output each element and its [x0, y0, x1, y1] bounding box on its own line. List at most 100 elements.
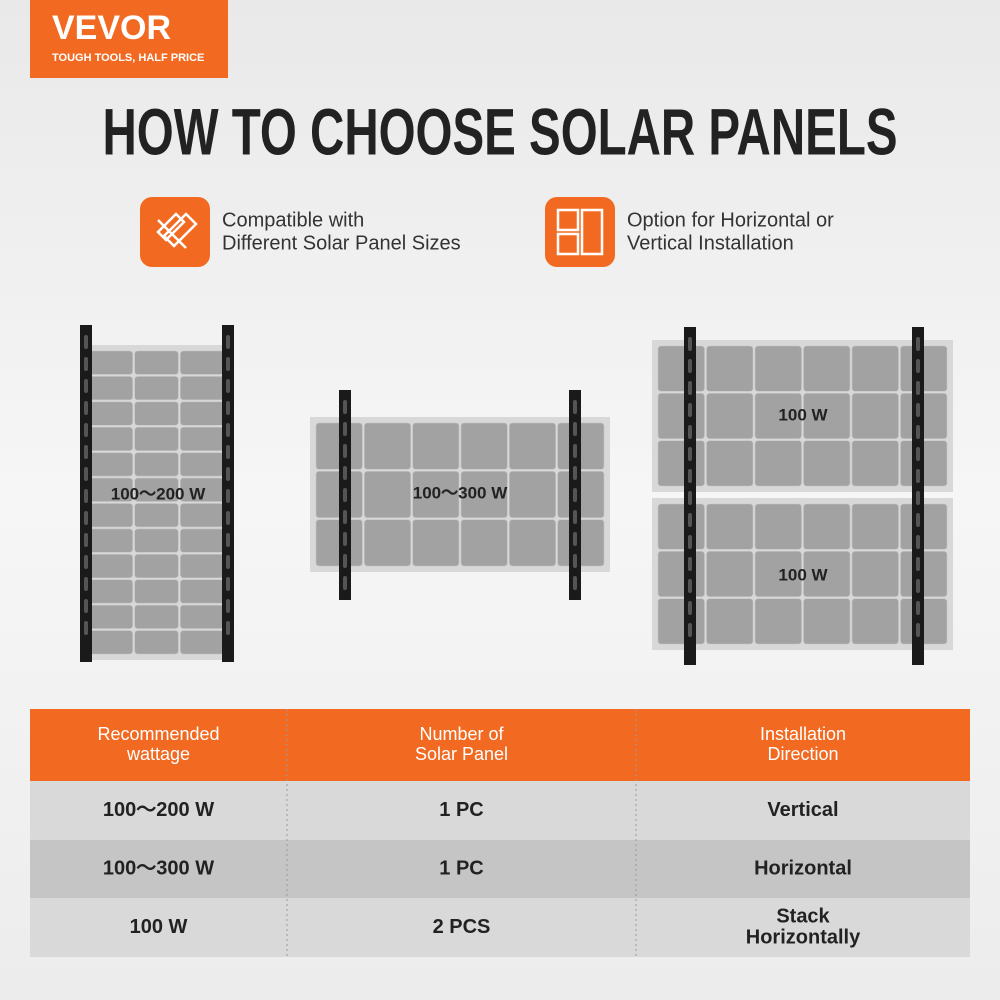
solar-cell — [88, 630, 133, 655]
rail-slot — [84, 467, 88, 481]
rail-slot — [688, 579, 692, 593]
solar-cell — [754, 440, 802, 487]
rail-slot — [84, 555, 88, 569]
rail-slot — [343, 532, 347, 546]
rail-slot — [688, 447, 692, 461]
solar-cell — [412, 471, 460, 518]
rail-slot — [226, 445, 230, 459]
panel-label: 100 W — [778, 565, 828, 584]
rail-slot — [573, 532, 577, 546]
rail-slot — [226, 379, 230, 393]
rail-slot — [688, 513, 692, 527]
rail-slot — [573, 422, 577, 436]
rail-slot — [343, 576, 347, 590]
solar-cell — [460, 422, 508, 470]
solar-cell — [706, 598, 754, 645]
table-cell: 1 PC — [439, 799, 483, 821]
rail-slot — [688, 381, 692, 395]
rail-slot — [916, 491, 920, 505]
solar-cell — [803, 440, 851, 487]
solar-cell — [134, 630, 179, 655]
rail-slot — [84, 511, 88, 525]
solar-cell — [134, 401, 179, 426]
rail-slot — [573, 576, 577, 590]
solar-cell — [180, 503, 225, 528]
table-header — [30, 709, 970, 781]
header-cell: Recommended — [97, 724, 219, 744]
rail-slot — [916, 337, 920, 351]
header-cell: Installation — [760, 724, 846, 744]
rail-slot — [688, 623, 692, 637]
solar-cell — [803, 598, 851, 645]
solar-cell — [851, 345, 899, 392]
rail-slot — [688, 359, 692, 373]
solar-cell — [88, 426, 133, 451]
solar-cell — [134, 528, 179, 553]
rail-slot — [916, 403, 920, 417]
header-cell: Direction — [767, 744, 838, 764]
rail-slot — [916, 469, 920, 483]
rail-slot — [226, 401, 230, 415]
rail-slot — [226, 467, 230, 481]
solar-cell — [509, 422, 556, 470]
solar-cell — [460, 519, 508, 567]
solar-cell — [134, 426, 179, 451]
solar-cell — [851, 598, 899, 645]
rail-slot — [84, 533, 88, 547]
brand-name: VEVOR — [52, 9, 171, 47]
feature-text: Option for Horizontal or — [627, 209, 834, 231]
solar-cell — [88, 604, 133, 629]
solar-cell — [803, 551, 851, 597]
solar-cell — [180, 630, 225, 655]
rail-slot — [84, 357, 88, 371]
solar-cell — [851, 440, 899, 487]
solar-cell — [706, 345, 754, 392]
solar-cell — [134, 579, 179, 604]
rail-slot — [688, 535, 692, 549]
feature-text: Vertical Installation — [627, 232, 794, 254]
rail-slot — [84, 599, 88, 613]
header-cell: Number of — [419, 724, 504, 744]
solar-cell — [706, 440, 754, 487]
table-cell: Horizontally — [746, 926, 861, 948]
solar-cell — [180, 426, 225, 451]
rail-slot — [688, 469, 692, 483]
rail-slot — [84, 401, 88, 415]
rail-slot — [343, 422, 347, 436]
solar-cell — [754, 598, 802, 645]
solar-cell — [88, 376, 133, 401]
solar-cell — [88, 350, 133, 375]
rail-slot — [916, 513, 920, 527]
solar-cell — [803, 393, 851, 439]
solar-cell — [180, 452, 225, 477]
rail-slot — [84, 379, 88, 393]
rail-slot — [343, 444, 347, 458]
rail-slot — [84, 577, 88, 591]
solar-cell — [134, 503, 179, 528]
solar-cell — [412, 519, 460, 567]
feature-text: Compatible with — [222, 209, 364, 231]
rail-slot — [573, 400, 577, 414]
rail-slot — [226, 423, 230, 437]
table-row — [30, 898, 970, 957]
solar-cell — [803, 345, 851, 392]
solar-cell — [180, 376, 225, 401]
rail-slot — [343, 488, 347, 502]
panel-label: 100～200 W — [111, 484, 206, 503]
solar-cell — [754, 393, 802, 439]
rail-slot — [343, 510, 347, 524]
solar-cell — [803, 503, 851, 550]
solar-cell — [180, 528, 225, 553]
solar-cell — [706, 503, 754, 550]
rail-slot — [84, 423, 88, 437]
solar-cell — [180, 350, 225, 375]
rail-slot — [573, 554, 577, 568]
rail-slot — [573, 510, 577, 524]
rail-slot — [84, 621, 88, 635]
rail-slot — [916, 425, 920, 439]
rail-slot — [916, 359, 920, 373]
table-cell: Horizontal — [754, 857, 852, 879]
rail-slot — [226, 533, 230, 547]
solar-cell — [364, 422, 411, 470]
